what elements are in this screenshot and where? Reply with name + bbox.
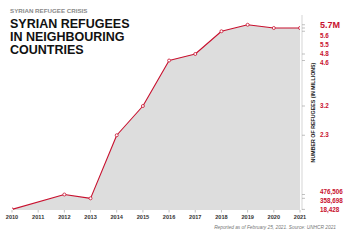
marker (299, 27, 301, 30)
marker (272, 27, 275, 30)
x-tick-label: 2010 (6, 214, 18, 220)
x-tick (300, 210, 301, 213)
marker (246, 23, 249, 26)
annotation: Reported as of February 25, 2021. Source… (214, 225, 336, 230)
y-tick-label: 18,428 (320, 206, 340, 214)
y-tick-label: 476,506 (320, 188, 343, 196)
y-tick-label: 3.2 (320, 102, 329, 109)
x-tick-label: 2014 (111, 214, 124, 220)
x-tick-label: 2015 (137, 214, 149, 220)
marker (12, 208, 14, 210)
x-tick-label: 2011 (32, 214, 44, 220)
x-tick-label: 2013 (84, 214, 96, 220)
plot (12, 23, 300, 210)
x-tick (116, 210, 117, 213)
y-tick-label: 5.6 (320, 32, 329, 39)
x-tick (12, 210, 13, 213)
x-tick (247, 210, 248, 213)
title-line: IN NEIGHBOURING (10, 30, 125, 44)
subtitle: SYRIAN REFUGEE CRISIS (10, 7, 87, 14)
y-axis-label: NUMBER OF REFUGEES (IN MILLIONS) (310, 62, 316, 162)
y-tick (302, 209, 305, 210)
x-tick (195, 210, 196, 213)
y-tick (302, 24, 305, 25)
y-tick (302, 28, 305, 29)
y-tick (302, 106, 305, 107)
x-tick-label: 2017 (189, 214, 201, 220)
y-tick (302, 194, 305, 195)
x-tick-label: 2020 (268, 214, 280, 220)
y-tick (302, 31, 305, 32)
y-tick-label: 4.8 (320, 50, 329, 57)
marker (115, 134, 118, 137)
x-tick-label: 2021 (294, 214, 306, 220)
x-tick-label: 2019 (241, 214, 253, 220)
title: SYRIAN REFUGEESIN NEIGHBOURINGCOUNTRIES (10, 17, 129, 57)
y-tick-label: 5.7M (320, 20, 340, 30)
marker (220, 30, 223, 33)
marker (89, 197, 92, 200)
y-tick (302, 198, 305, 199)
chart: SYRIAN REFUGEE CRISIS SYRIAN REFUGEESIN N… (0, 0, 347, 231)
y-tick (302, 60, 305, 61)
y-tick-label: 358,698 (320, 197, 343, 205)
x-tick (221, 210, 222, 213)
x-tick-label: 2018 (215, 214, 227, 220)
y-tick-label: 4.6 (320, 59, 329, 66)
title-line: SYRIAN REFUGEES (10, 17, 129, 31)
x-tick-label: 2012 (58, 214, 70, 220)
marker (194, 53, 197, 56)
x-tick (142, 210, 143, 213)
x-tick (90, 210, 91, 213)
y-axis (302, 15, 303, 210)
x-tick (273, 210, 274, 213)
x-tick (38, 210, 39, 213)
x-tick (169, 210, 170, 213)
marker (141, 105, 144, 108)
marker (63, 193, 66, 196)
x-tick (64, 210, 65, 213)
y-tick-label: 2.3 (320, 131, 329, 138)
y-tick (302, 54, 305, 55)
marker (168, 59, 171, 62)
title-line: COUNTRIES (10, 43, 84, 57)
x-tick-label: 2016 (163, 214, 175, 220)
y-tick (302, 135, 305, 136)
y-tick-label: 5.5 (320, 41, 329, 48)
